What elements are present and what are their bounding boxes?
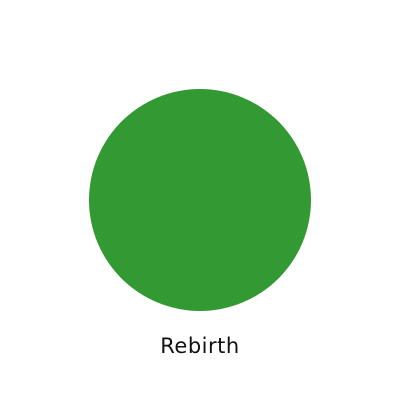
caption-label: Rebirth [160,334,240,358]
green-circle [89,89,311,311]
